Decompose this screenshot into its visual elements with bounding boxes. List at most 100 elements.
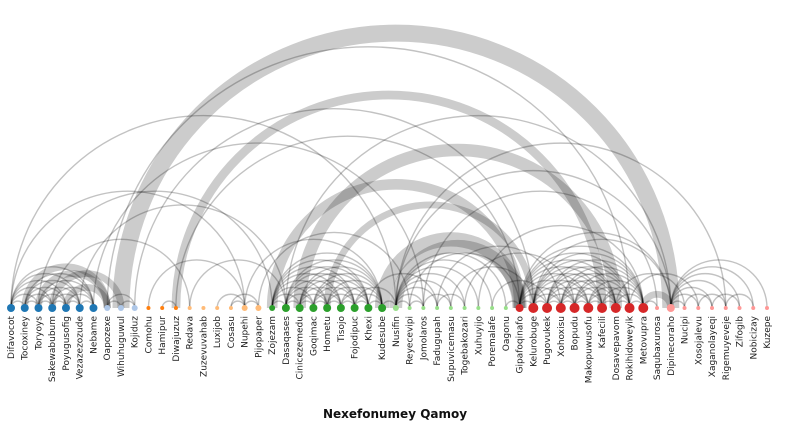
arc-link bbox=[546, 279, 603, 309]
arc-link bbox=[518, 252, 631, 309]
arc-link bbox=[24, 286, 67, 309]
arc-link bbox=[711, 293, 741, 309]
node-dot[interactable] bbox=[241, 305, 248, 311]
arc-link bbox=[587, 279, 644, 309]
arc-link bbox=[395, 170, 672, 309]
node-dot[interactable] bbox=[173, 306, 178, 310]
node-dot[interactable] bbox=[255, 305, 262, 311]
arc-link bbox=[670, 293, 699, 309]
node-dot[interactable] bbox=[462, 306, 467, 310]
arc-link bbox=[340, 293, 370, 309]
arc-link bbox=[532, 279, 590, 309]
node-dot[interactable] bbox=[542, 303, 553, 313]
node-dot[interactable] bbox=[751, 306, 756, 310]
arc-link bbox=[10, 286, 53, 309]
node-label: Khexi bbox=[364, 316, 374, 341]
node-dot[interactable] bbox=[336, 304, 345, 312]
node-dot[interactable] bbox=[392, 305, 399, 311]
node-dot[interactable] bbox=[421, 306, 426, 310]
arc-link bbox=[271, 273, 342, 309]
arc-link bbox=[450, 266, 535, 309]
node-dot[interactable] bbox=[34, 304, 43, 312]
arc-link bbox=[670, 279, 727, 309]
arc-link bbox=[106, 293, 136, 309]
arc-link bbox=[323, 201, 537, 309]
arc-link bbox=[353, 286, 397, 309]
node-dot[interactable] bbox=[323, 304, 332, 312]
node-dot[interactable] bbox=[228, 306, 233, 310]
node-dot[interactable] bbox=[269, 305, 276, 311]
node-dot[interactable] bbox=[146, 306, 151, 310]
arc-link bbox=[62, 284, 111, 309]
node-dot[interactable] bbox=[610, 303, 621, 313]
node-label: Toryoys bbox=[34, 316, 44, 351]
node-dot[interactable] bbox=[350, 304, 359, 312]
arc-link bbox=[285, 279, 342, 309]
arc-link bbox=[532, 259, 631, 309]
node-dot[interactable] bbox=[117, 305, 124, 311]
node-dot[interactable] bbox=[131, 305, 138, 311]
node-label: Oagonu bbox=[502, 316, 512, 351]
node-dot[interactable] bbox=[597, 303, 608, 313]
node-dot[interactable] bbox=[7, 304, 15, 312]
arc-link bbox=[601, 286, 644, 309]
arc-link bbox=[395, 142, 727, 309]
node-dot[interactable] bbox=[187, 306, 192, 310]
node-label: Goqimac bbox=[309, 316, 319, 356]
node-dot[interactable] bbox=[710, 306, 715, 310]
node-dot[interactable] bbox=[201, 306, 206, 310]
node-label: Diwajuzuz bbox=[172, 316, 182, 362]
node-label: Nucipi bbox=[681, 316, 691, 344]
node-dot[interactable] bbox=[696, 306, 701, 310]
node-dot[interactable] bbox=[435, 306, 440, 310]
node-dot[interactable] bbox=[448, 306, 453, 310]
node-dot[interactable] bbox=[476, 306, 481, 310]
arc-link bbox=[422, 293, 452, 309]
node-dot[interactable] bbox=[378, 304, 387, 312]
arc-link bbox=[312, 279, 370, 309]
node-dot[interactable] bbox=[655, 306, 660, 310]
arc-link bbox=[271, 266, 356, 309]
arc-link bbox=[546, 259, 644, 309]
node-dot[interactable] bbox=[215, 306, 220, 310]
node-dot[interactable] bbox=[75, 304, 84, 312]
node-dot[interactable] bbox=[503, 306, 508, 310]
arc-link bbox=[573, 273, 644, 309]
arc-link bbox=[546, 286, 590, 309]
arc-link bbox=[436, 245, 562, 309]
node-label: Nupehi bbox=[241, 316, 251, 348]
node-dot[interactable] bbox=[723, 306, 728, 310]
node-label: Hometu bbox=[323, 316, 333, 352]
node-dot[interactable] bbox=[528, 303, 539, 313]
arc-link bbox=[230, 293, 260, 309]
arc-link bbox=[24, 279, 81, 309]
node-dot[interactable] bbox=[309, 304, 318, 312]
arc-link bbox=[37, 286, 81, 309]
node-dot[interactable] bbox=[555, 303, 566, 313]
node-dot[interactable] bbox=[281, 304, 290, 312]
arc-link bbox=[367, 273, 438, 309]
node-dot[interactable] bbox=[682, 306, 687, 310]
arc-link bbox=[518, 245, 644, 309]
node-dot[interactable] bbox=[61, 304, 70, 312]
node-dot[interactable] bbox=[364, 304, 373, 312]
node-dot[interactable] bbox=[569, 303, 580, 313]
node-label: Poyugusofig bbox=[62, 316, 72, 371]
node-dot[interactable] bbox=[737, 306, 742, 310]
arc-link bbox=[697, 293, 727, 309]
node-dot[interactable] bbox=[583, 303, 594, 313]
node-dot[interactable] bbox=[295, 304, 304, 312]
node-dot[interactable] bbox=[666, 304, 675, 312]
node-dot[interactable] bbox=[89, 304, 98, 312]
node-dot[interactable] bbox=[160, 306, 165, 310]
node-dot[interactable] bbox=[638, 303, 649, 313]
node-dot[interactable] bbox=[765, 306, 769, 310]
node-dot[interactable] bbox=[48, 304, 57, 312]
node-dot[interactable] bbox=[624, 303, 635, 313]
node-dot[interactable] bbox=[515, 304, 524, 312]
node-dot[interactable] bbox=[104, 305, 111, 311]
node-label: Togebakozari bbox=[461, 316, 471, 376]
node-dot[interactable] bbox=[20, 304, 29, 312]
node-dot[interactable] bbox=[407, 306, 412, 310]
node-dot[interactable] bbox=[490, 306, 495, 310]
